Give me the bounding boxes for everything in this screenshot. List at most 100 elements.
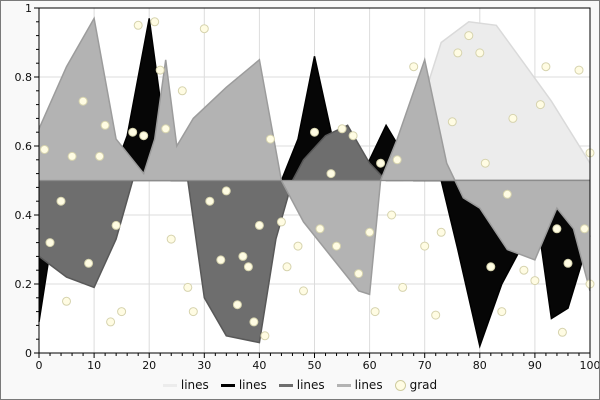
y-tick-label: 0.8 (15, 71, 33, 84)
scatter-point (315, 224, 325, 234)
y-tick-label: 1 (25, 2, 32, 15)
scatter-point (574, 65, 584, 75)
scatter-point (139, 131, 149, 141)
x-tick-label: 0 (36, 359, 43, 372)
legend-label: lines (354, 378, 383, 392)
scatter-point (530, 276, 540, 286)
scatter-point (409, 62, 419, 72)
legend-item-lines: lines (336, 378, 383, 392)
scatter-point (150, 17, 160, 27)
scatter-point (348, 131, 358, 141)
x-tick-label: 90 (528, 359, 542, 372)
scatter-point (249, 317, 259, 327)
scatter-point (310, 127, 319, 137)
scatter-point (293, 241, 303, 251)
scatter-point (480, 158, 490, 168)
scatter-point (62, 296, 71, 306)
scatter-point (45, 238, 55, 248)
scatter-point (392, 155, 402, 165)
legend-line-swatch-icon (220, 383, 235, 387)
scatter-point (337, 124, 347, 134)
scatter-point (265, 134, 275, 144)
scatter-point (183, 282, 193, 292)
y-axis: 0 0.2 0.4 0.6 0.8 1 (15, 2, 39, 360)
x-tick-label: 50 (308, 359, 322, 372)
scatter-point (376, 158, 386, 168)
y-tick-label: 0.6 (15, 140, 33, 153)
scatter-point (117, 307, 127, 317)
x-tick-label: 20 (142, 359, 156, 372)
scatter-point (519, 265, 529, 275)
scatter-point (238, 251, 248, 261)
legend-item-lines: lines (220, 378, 267, 392)
legend-line-swatch-icon (278, 383, 293, 387)
scatter-point (541, 62, 551, 72)
x-tick-label: 60 (363, 359, 377, 372)
scatter-point (166, 234, 176, 244)
x-tick-label: 100 (580, 359, 600, 372)
scatter-point (111, 220, 121, 230)
scatter-point (332, 241, 341, 251)
scatter-point (155, 65, 165, 75)
chart-legend: lines lines lines lines grad (1, 373, 599, 397)
area-series-3 (38, 16, 591, 296)
scatter-point (563, 258, 573, 268)
legend-line-swatch-icon (162, 383, 177, 387)
y-tick-label: 0.4 (15, 209, 33, 222)
scatter-point (387, 210, 397, 220)
scatter-point (232, 300, 242, 310)
scatter-point (464, 31, 474, 41)
x-tick-label: 70 (418, 359, 432, 372)
scatter-point (221, 186, 231, 196)
scatter-point (205, 196, 215, 206)
chart-canvas: 0 10 20 30 40 50 60 70 80 90 100 0 0.2 0.4 0.6 0.8 1 (15, 2, 600, 372)
legend-label: lines (180, 378, 209, 392)
scatter-point (67, 151, 77, 161)
scatter-point (365, 227, 375, 237)
scatter-point (95, 151, 105, 161)
scatter-point (580, 224, 589, 234)
scatter-point (199, 24, 209, 34)
scatter-point (497, 307, 507, 317)
scatter-point (552, 224, 562, 234)
scatter-point (398, 282, 408, 292)
scatter-point (254, 220, 264, 230)
scatter-point (106, 317, 116, 327)
series-fill (39, 21, 590, 181)
scatter-point (78, 96, 88, 106)
legend-dot-swatch-icon (394, 379, 406, 391)
legend-label: lines (238, 378, 267, 392)
scatter-point (100, 120, 110, 130)
legend-item-lines: lines (162, 378, 209, 392)
x-tick-label: 80 (473, 359, 487, 372)
series-fill (39, 125, 590, 343)
scatter-point (161, 124, 171, 134)
scatter-point (40, 145, 49, 154)
scatter-point (243, 262, 253, 272)
y-tick-label: 0 (25, 347, 32, 360)
legend-item-grad: grad (394, 378, 437, 392)
scatter-point (508, 113, 518, 123)
scatter-point (475, 48, 485, 58)
legend-label: lines (296, 378, 325, 392)
scatter-point (453, 48, 463, 58)
scatter-point (260, 331, 270, 341)
scatter-point (188, 307, 198, 317)
scatter-point (299, 286, 308, 296)
x-tick-label: 40 (252, 359, 266, 372)
scatter-point (276, 217, 286, 227)
scatter-point (370, 307, 380, 317)
x-axis: 0 10 20 30 40 50 60 70 80 90 100 (36, 353, 600, 372)
scatter-point (84, 258, 94, 268)
scatter-point (282, 262, 292, 272)
scatter-point (133, 20, 143, 30)
scatter-point (436, 227, 446, 237)
y-tick-label: 0.2 (15, 278, 33, 291)
series-line (38, 16, 591, 296)
scatter-point (216, 255, 226, 265)
scatter-point (557, 327, 567, 337)
scatter-point (535, 100, 545, 110)
scatter-point (326, 169, 336, 179)
scatter-point (420, 241, 430, 251)
